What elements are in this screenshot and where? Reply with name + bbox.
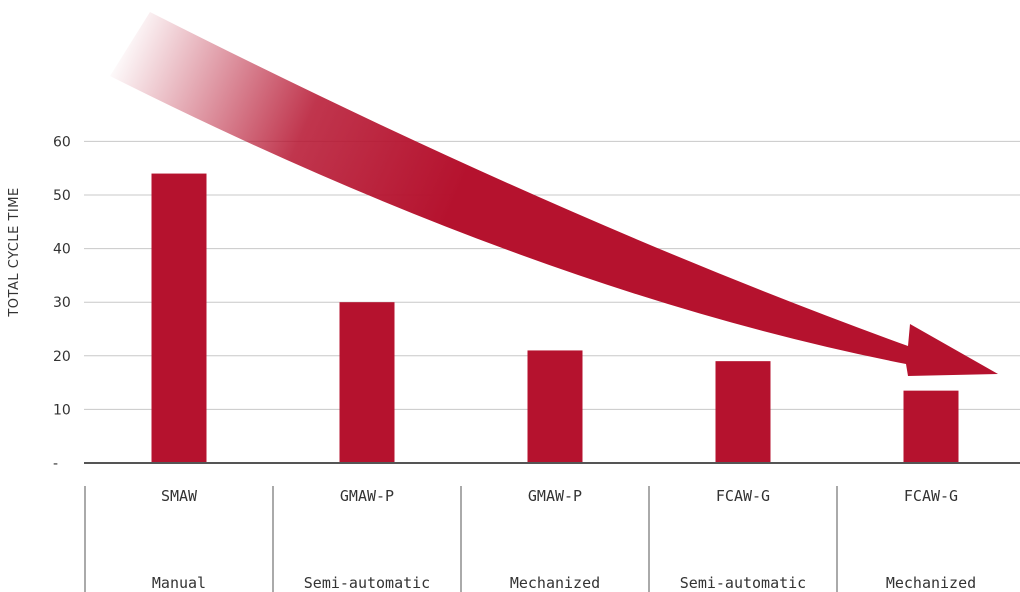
bars [151, 173, 959, 463]
y-tick-label: 10 [53, 402, 71, 418]
y-axis: - 10 20 30 40 50 60 [53, 134, 71, 472]
x-category-label: SMAW [161, 487, 198, 505]
y-tick-label: 60 [53, 134, 71, 150]
bar-1 [151, 173, 207, 463]
x-category-label: FCAW-G [716, 487, 770, 505]
x-category-label: FCAW-G [904, 487, 958, 505]
x-axis-categories: SMAW Manual GMAW-P Semi-automatic GMAW-P Mech… [152, 487, 976, 592]
x-subcategory-label: Manual [152, 574, 206, 592]
y-tick-label: - [53, 456, 58, 472]
x-category-label: GMAW-P [340, 487, 394, 505]
x-category-label: GMAW-P [528, 487, 582, 505]
bar-4 [715, 361, 771, 463]
bar-2 [339, 302, 395, 463]
x-subcategory-label: Semi-automatic [680, 574, 806, 592]
grid [84, 140, 1020, 410]
y-tick-label: 50 [53, 188, 71, 204]
y-tick-label: 40 [53, 242, 71, 258]
x-subcategory-label: Mechanized [510, 574, 600, 592]
y-axis-label: TOTAL CYCLE TIME [7, 187, 22, 317]
x-subcategory-label: Mechanized [886, 574, 976, 592]
y-tick-label: 20 [53, 349, 71, 365]
bar-5 [903, 390, 959, 463]
decreasing-trend-arrow [110, 12, 998, 376]
bar-3 [527, 350, 583, 463]
x-subcategory-label: Semi-automatic [304, 574, 430, 592]
y-tick-label: 30 [53, 295, 71, 311]
category-dividers [84, 486, 838, 592]
